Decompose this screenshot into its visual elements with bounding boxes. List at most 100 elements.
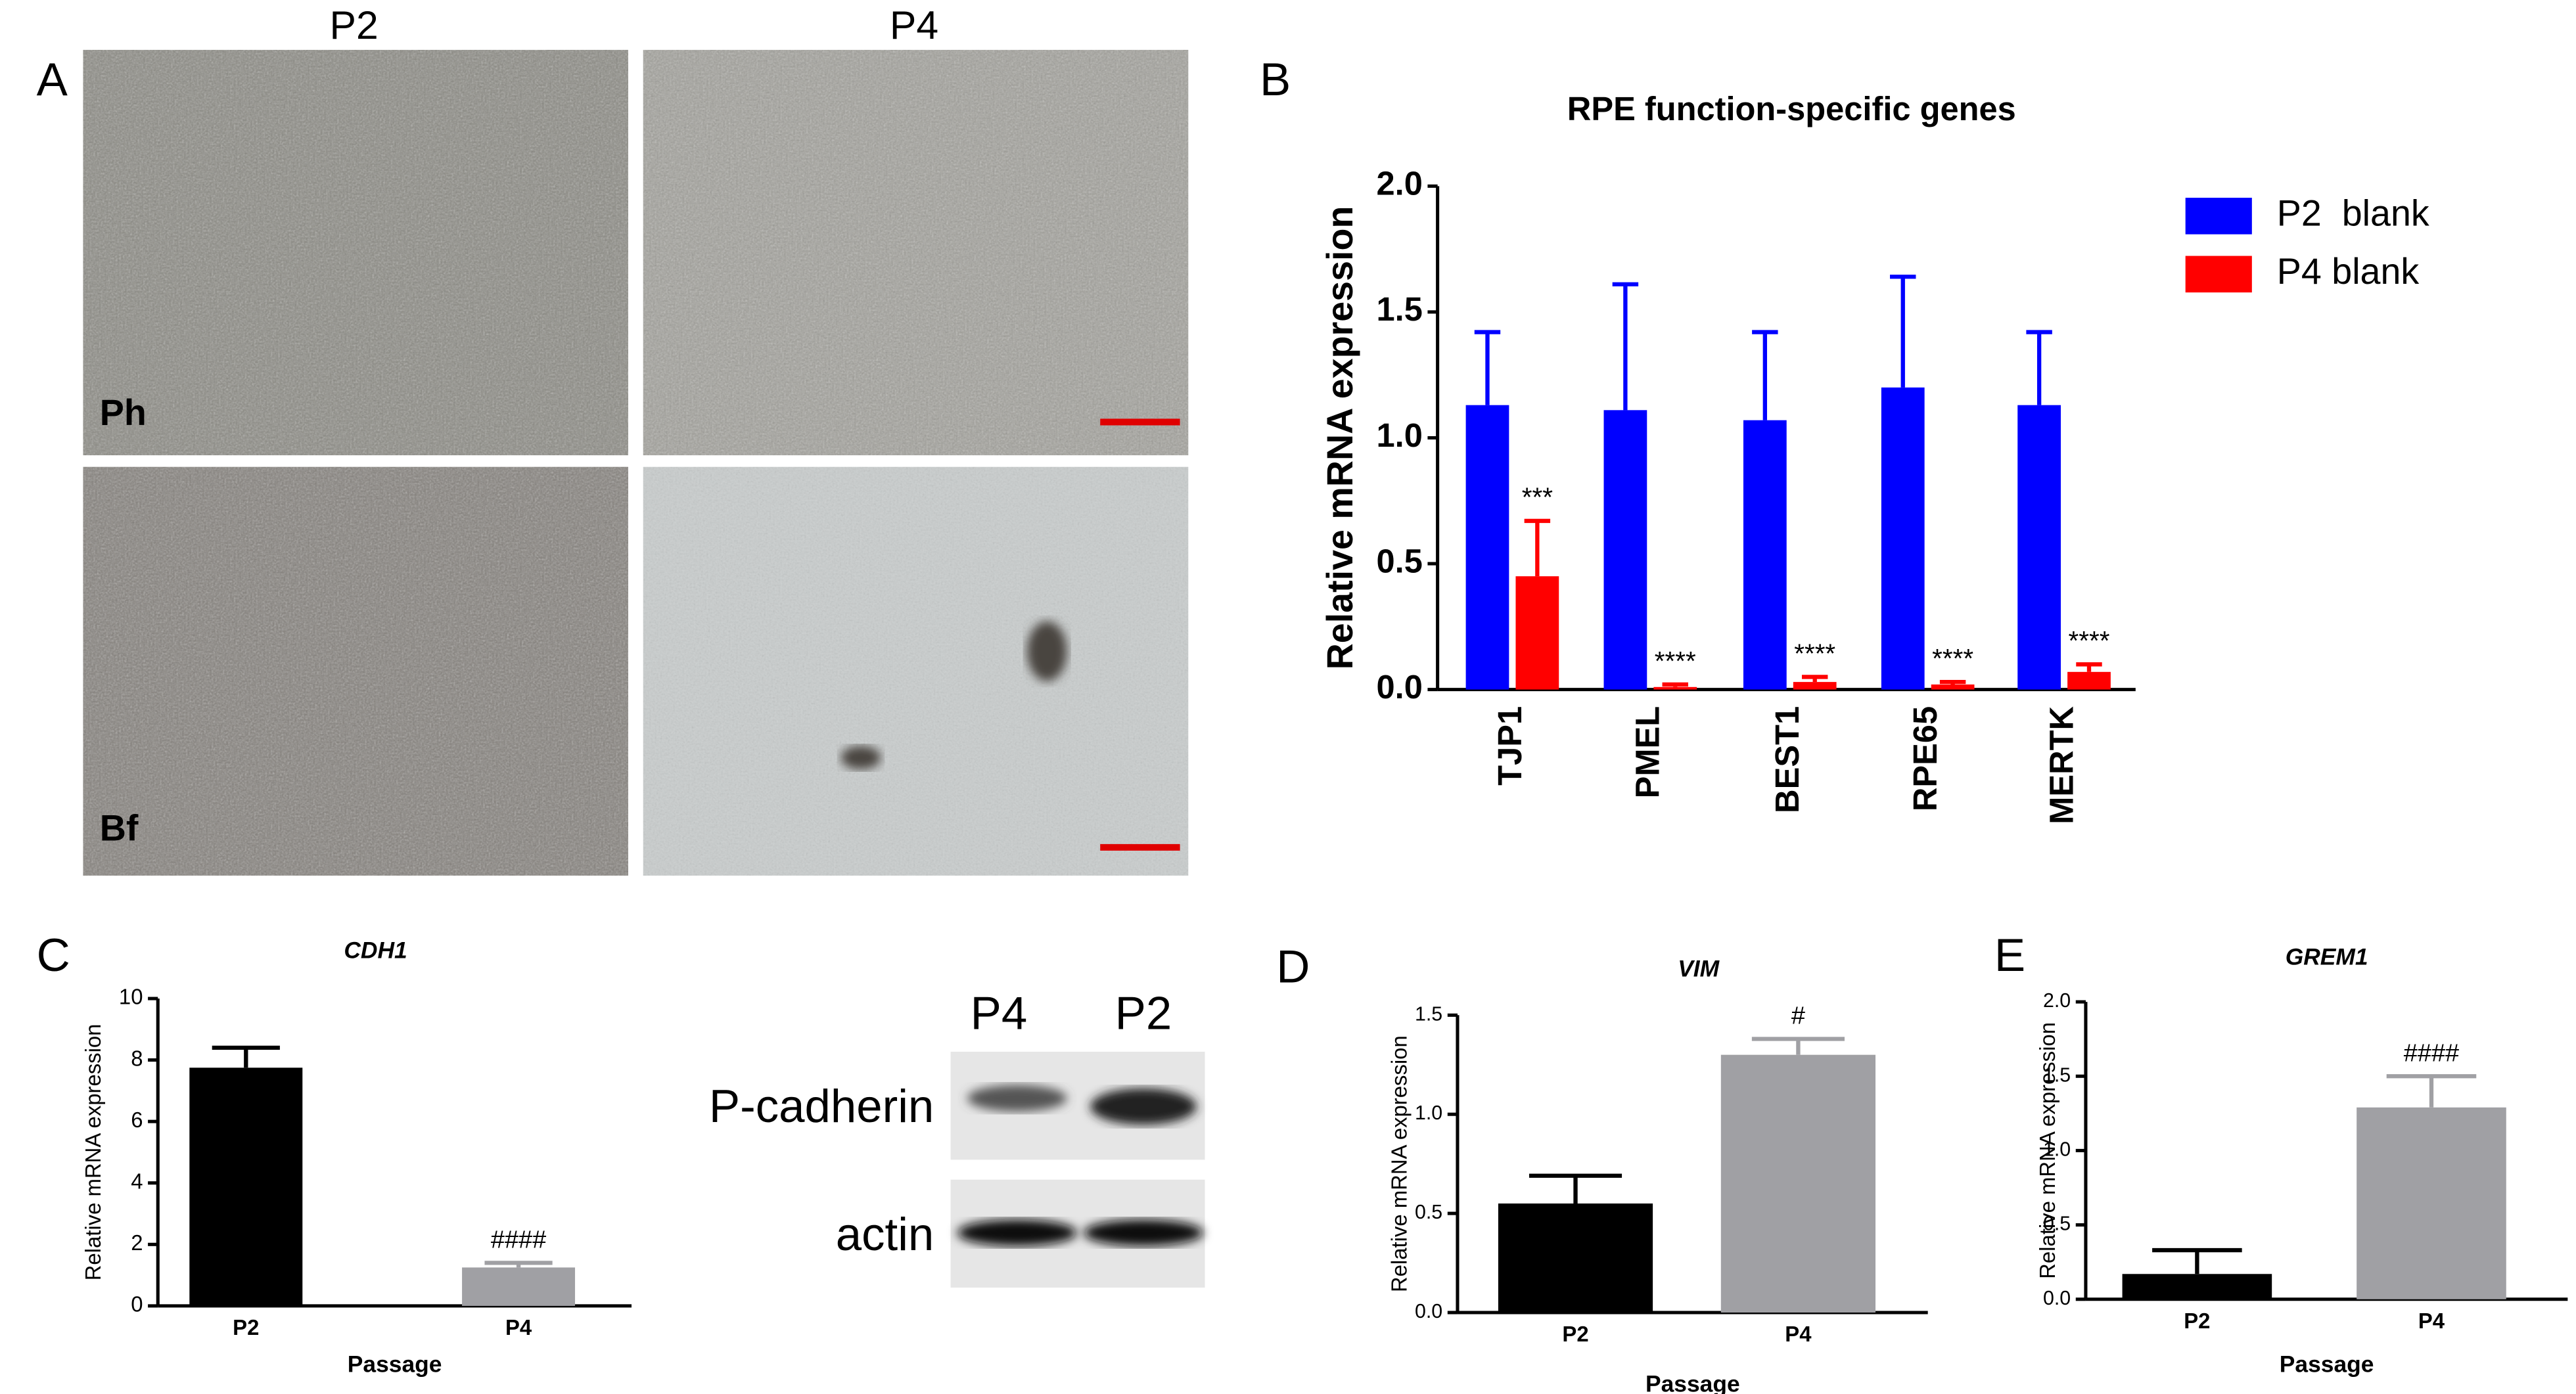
x-tick-label: P2 [2184,1309,2210,1333]
band [967,1085,1067,1112]
error-bar [1939,679,1966,685]
bar [1465,405,1509,690]
x-tick-label: P2 [1562,1322,1588,1346]
y-tick-label: 10 [119,985,143,1009]
annotation: **** [1794,638,1835,668]
annotation: **** [1932,643,1973,673]
x-tick-label: PMEL [1629,706,1667,799]
error-bar [1612,282,1639,411]
cell-cluster [1026,621,1067,681]
texture [643,466,1189,876]
bar [2122,1274,2272,1299]
x-axis-label: Passage [2280,1351,2374,1377]
y-tick-label: 1.0 [1415,1102,1442,1124]
bar [189,1068,303,1306]
legend-swatch [2185,198,2252,235]
bar [462,1267,576,1306]
lane-label: P4 [971,988,1028,1040]
bar [1793,682,1837,690]
y-tick-label: 0.0 [1415,1301,1442,1322]
error-bar [1751,1037,1845,1055]
bar [1743,420,1787,690]
chart-title: CDH1 [344,937,407,964]
x-tick-label: RPE65 [1906,706,1944,811]
x-tick-label: P4 [1785,1322,1812,1346]
error-bar [2152,1248,2242,1274]
annotation: # [1791,1002,1805,1030]
chart-title: RPE function-specific genes [1567,90,2016,127]
error-bar [484,1261,553,1268]
y-axis-label: Relative mRNA expression [1387,1035,1412,1292]
bar [1603,410,1647,690]
x-axis-label: Passage [1645,1371,1740,1394]
x-axis-label: Passage [348,1351,442,1377]
row-label: Bf [100,807,139,848]
band-label: P-cadherin [709,1081,934,1133]
error-bar [1524,518,1551,577]
bar [1653,686,1697,690]
error-bar [1474,330,1501,405]
error-bar [1662,682,1688,687]
annotation: **** [2069,625,2110,656]
band [1090,1088,1197,1125]
y-tick-label: 4 [131,1169,143,1193]
y-tick-label: 0.5 [2043,1213,2071,1235]
y-tick-label: 8 [131,1046,143,1070]
chart-title: VIM [1678,955,1720,981]
y-tick-label: 0.0 [2043,1288,2071,1309]
error-bar [1752,330,1778,420]
row-label: Ph [100,392,147,433]
micrographs: P2 P4 Ph Bf [83,3,1189,876]
texture [83,466,628,876]
band-label: actin [836,1209,934,1261]
error-bar [2026,330,2052,405]
y-tick-label: 1.0 [1377,416,1423,454]
y-tick-label: 0.0 [1377,668,1423,706]
western-blot: P4 P2 P-cadherin actin [709,988,1205,1288]
x-tick-label: MERTK [2042,706,2080,824]
texture [83,49,628,456]
y-tick-label: 1.5 [2043,1064,2071,1086]
y-tick-label: 2.0 [2043,990,2071,1012]
panel-label: E [1994,930,2025,981]
y-tick-label: 2 [131,1230,143,1255]
lane-label: P2 [1115,988,1172,1040]
bar [2067,671,2111,690]
y-tick-label: 0.5 [1377,542,1423,579]
x-tick-label: P4 [505,1315,532,1339]
annotation: #### [491,1226,546,1254]
chart-title: GREM1 [2286,944,2368,970]
bar [1931,684,1975,690]
y-tick-label: 1.0 [2043,1138,2071,1160]
y-tick-label: 1.5 [1377,290,1423,328]
y-tick-label: 1.5 [1415,1003,1442,1025]
legend-label: P2 blank [2277,193,2429,234]
error-bar [2386,1074,2477,1108]
y-tick-label: 0.5 [1415,1202,1442,1223]
y-tick-label: 2.0 [1377,165,1423,202]
legend-swatch [2185,256,2252,293]
column-label: P2 [330,3,379,47]
annotation: *** [1522,482,1553,512]
x-tick-label: TJP1 [1491,706,1529,786]
bar [1515,576,1559,690]
x-tick-label: P4 [2418,1309,2445,1333]
y-axis-label: Relative mRNA expression [1320,206,1360,670]
annotation: **** [1655,646,1696,676]
y-tick-label: 0 [131,1292,143,1316]
error-bar [1801,675,1828,683]
panel-label: C [37,930,70,981]
error-bar [2076,662,2102,672]
cell-cluster [840,746,881,770]
legend-label: P4 blank [2277,251,2420,292]
y-axis-label: Relative mRNA expression [81,1024,105,1281]
error-bar [1529,1173,1622,1204]
annotation: #### [2404,1039,2459,1067]
column-label: P4 [890,3,938,47]
error-bar [1890,275,1916,388]
band [957,1219,1077,1246]
y-axis-label: Relative mRNA expression [2035,1022,2059,1279]
bar [1498,1203,1653,1313]
